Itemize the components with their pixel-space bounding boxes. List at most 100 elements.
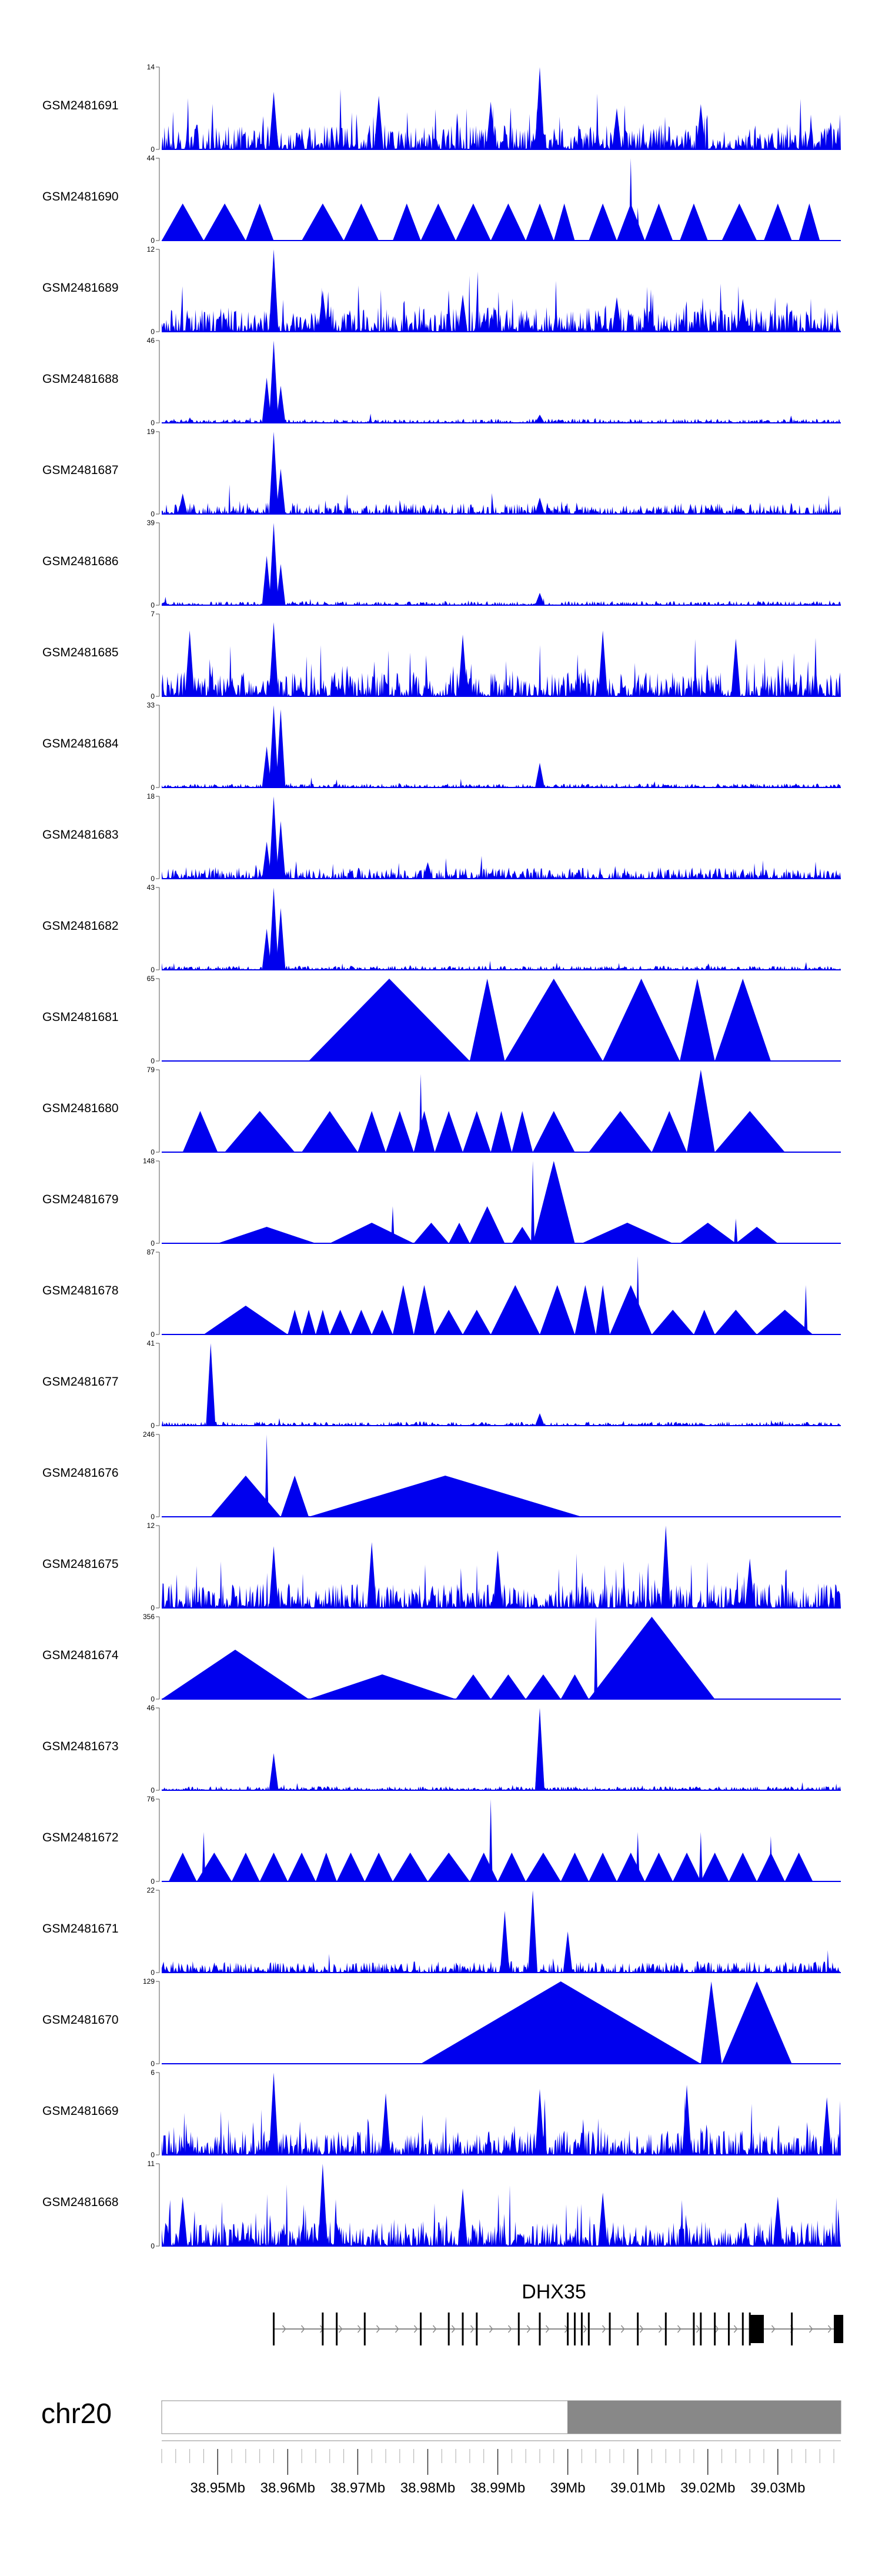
- coverage-peak: [699, 1070, 703, 1152]
- y-max-label: 39: [147, 519, 155, 527]
- track-GSM2481689: GSM2481689 12 0: [42, 245, 841, 336]
- strand-arrow-icon: [300, 2325, 305, 2333]
- coverage-peak: [367, 1542, 377, 1608]
- coverage-peak: [682, 2085, 692, 2155]
- coverage-triangle: [315, 1310, 330, 1334]
- y-max-label: 246: [143, 1430, 155, 1439]
- coverage-peak: [636, 1832, 640, 1881]
- y-min-label: 0: [151, 2151, 155, 2159]
- coverage-triangle: [680, 203, 708, 241]
- strand-arrow-icon: [282, 2325, 286, 2333]
- gene-exon: [791, 2313, 793, 2345]
- coverage-peak: [486, 101, 496, 149]
- gene-exon: [476, 2313, 478, 2345]
- coverage-peak: [269, 432, 279, 514]
- strand-arrow-icon: [827, 2325, 832, 2333]
- y-min-label: 0: [151, 1695, 155, 1703]
- strand-arrow-icon: [395, 2325, 399, 2333]
- coverage-area: [162, 484, 841, 514]
- y-min-label: 0: [151, 2060, 155, 2068]
- coverage-peak: [423, 862, 433, 879]
- coverage-peak: [636, 208, 640, 241]
- track-label: GSM2481683: [42, 828, 119, 842]
- strand-arrow-icon: [602, 2325, 606, 2333]
- track-label: GSM2481672: [42, 1831, 119, 1844]
- coverage-peak: [458, 635, 468, 696]
- track-label: GSM2481670: [42, 2013, 119, 2027]
- coverage-triangle: [392, 203, 421, 241]
- y-min-label: 0: [151, 1513, 155, 1521]
- coverage-triangle: [245, 203, 274, 241]
- coverage-peak: [804, 1285, 808, 1334]
- coverage-peak: [206, 1343, 216, 1426]
- coverage-triangle: [673, 1853, 701, 1881]
- coverage-peak: [318, 2164, 328, 2246]
- coverage-triangle: [413, 1223, 449, 1243]
- coverage-triangle: [386, 1111, 414, 1152]
- x-tick-label: 38.95Mb: [191, 2480, 245, 2496]
- coverage-triangle: [721, 1981, 792, 2064]
- y-max-label: 6: [151, 2068, 155, 2077]
- coverage-triangle: [302, 1111, 358, 1152]
- coverage-triangle: [757, 1310, 813, 1334]
- x-tick-label: 38.99Mb: [470, 2480, 525, 2496]
- strand-arrow-icon: [376, 2325, 380, 2333]
- y-min-label: 0: [151, 1968, 155, 1977]
- coverage-triangle: [309, 1674, 456, 1699]
- coverage-peak: [769, 1836, 773, 1881]
- coverage-triangle: [616, 1853, 645, 1881]
- coverage-peak: [661, 1526, 671, 1608]
- strand-arrow-icon: [489, 2325, 493, 2333]
- coverage-peak: [269, 523, 279, 605]
- coverage-peak: [276, 386, 286, 423]
- coverage-peak: [598, 630, 608, 696]
- coverage-triangle: [196, 1853, 232, 1881]
- gene-track: DHX35: [273, 2281, 844, 2345]
- coverage-triangle: [372, 1310, 393, 1334]
- strand-arrow-icon: [714, 2325, 719, 2333]
- strand-arrow-icon: [583, 2325, 587, 2333]
- coverage-peak: [458, 2188, 468, 2246]
- coverage-peak: [269, 1546, 279, 1608]
- coverage-triangle: [582, 1223, 673, 1243]
- track-label: GSM2481690: [42, 190, 119, 203]
- coverage-peak: [276, 821, 286, 879]
- coverage-triangle: [211, 1476, 281, 1517]
- y-min-label: 0: [151, 1422, 155, 1430]
- coverage-triangle: [469, 1853, 498, 1881]
- gene-exon: [727, 2313, 730, 2345]
- track-label: GSM2481687: [42, 463, 119, 477]
- genomic-axis: 38.95Mb 38.96Mb 38.97Mb 38.98Mb 38.99Mb 39Mb 3…: [161, 2440, 841, 2496]
- track-label: GSM2481679: [42, 1193, 119, 1206]
- track-GSM2481681: GSM2481681 65 0: [42, 975, 841, 1065]
- coverage-triangle: [652, 1111, 687, 1152]
- gene-exon: [609, 2313, 611, 2345]
- coverage-triangle: [714, 979, 771, 1061]
- coverage-triangle: [315, 1853, 337, 1881]
- coverage-peak: [269, 92, 279, 149]
- track-label: GSM2481678: [42, 1284, 119, 1297]
- coverage-triangle: [799, 203, 820, 241]
- coverage-peak: [178, 2197, 188, 2246]
- coverage-triangle: [203, 203, 246, 241]
- coverage-triangle: [693, 1310, 715, 1334]
- coverage-triangle: [589, 1853, 617, 1881]
- coverage-triangle: [736, 1227, 778, 1243]
- track-GSM2481678: GSM2481678 87 0: [42, 1248, 841, 1339]
- y-min-label: 0: [151, 1786, 155, 1794]
- track-GSM2481671: GSM2481671 22 0: [42, 1886, 841, 1977]
- strand-arrow-icon: [733, 2325, 738, 2333]
- coverage-triangle: [644, 1853, 673, 1881]
- track-GSM2481679: GSM2481679 148 0: [42, 1157, 841, 1247]
- coverage-triangle: [392, 1853, 428, 1881]
- y-min-label: 0: [151, 419, 155, 427]
- y-min-label: 0: [151, 236, 155, 245]
- strand-arrow-icon: [658, 2325, 663, 2333]
- coverage-triangle: [302, 203, 344, 241]
- gene-exon: [517, 2313, 520, 2345]
- coverage-triangle: [603, 979, 680, 1061]
- coverage-triangle: [644, 203, 673, 241]
- coverage-triangle: [652, 1310, 694, 1334]
- gene-exon: [700, 2313, 702, 2345]
- coverage-triangle: [392, 1285, 414, 1334]
